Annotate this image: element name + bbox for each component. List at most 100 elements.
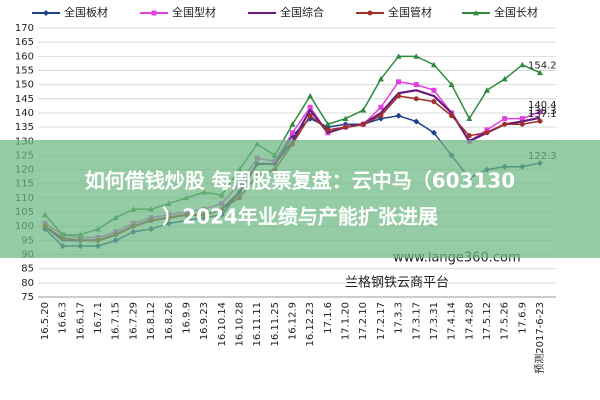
x-tick-label: 16.7.15 (111, 302, 122, 340)
x-tick-label: 预测2017-6-23 (533, 302, 546, 374)
marker (360, 107, 367, 113)
legend-marker (473, 10, 479, 16)
banner-text: ）2024年业绩与产能扩张进展 (162, 205, 438, 229)
marker (378, 113, 384, 119)
marker (342, 115, 349, 122)
marker (537, 118, 543, 124)
marker (484, 130, 490, 136)
y-tick-label: 150 (15, 80, 34, 91)
x-tick-label: 16.10.14 (217, 302, 228, 347)
legend-marker (43, 10, 49, 16)
marker (290, 130, 295, 136)
marker (502, 116, 508, 122)
marker (377, 75, 384, 82)
x-tick-label: 17.4.14 (447, 302, 458, 340)
y-tick-label: 160 (15, 51, 34, 62)
y-tick-label: 155 (15, 65, 34, 76)
marker (307, 92, 314, 99)
x-tick-label: 17.3.31 (429, 302, 440, 340)
marker (395, 53, 402, 59)
x-tick-label: 16.6.17 (75, 302, 86, 340)
legend-label: 全国板材 (64, 5, 108, 19)
data-label: 154.2 (528, 61, 557, 72)
x-tick-label: 16.11.25 (270, 302, 281, 347)
x-tick-label: 16.5.20 (40, 302, 51, 340)
marker (307, 104, 313, 110)
y-tick-label: 140 (15, 108, 34, 119)
x-tick-label: 16.10.28 (234, 302, 245, 347)
x-tick-label: 17.3.3 (394, 302, 405, 334)
marker (519, 121, 525, 127)
legend-label: 全国型材 (172, 5, 216, 19)
y-tick-label: 85 (21, 264, 34, 275)
marker (502, 121, 508, 127)
x-tick-label: 16.7.29 (128, 302, 139, 340)
y-tick-label: 170 (15, 23, 34, 34)
banner (0, 140, 600, 258)
x-tick-label: 17.5.12 (482, 302, 493, 340)
watermark: 兰格钢铁云商平台 (345, 275, 449, 291)
x-tick-label: 16.6.3 (58, 302, 69, 334)
marker (307, 113, 313, 119)
banner-text: 如何借钱炒股 每周股票复盘：云中马（603130 (85, 169, 515, 193)
x-tick-label: 17.6.9 (517, 302, 528, 334)
x-tick-label: 16.9.23 (199, 302, 210, 340)
marker (449, 113, 455, 119)
marker (289, 121, 296, 127)
data-label: 138.3 (528, 106, 557, 117)
marker (484, 127, 490, 133)
marker (466, 133, 472, 139)
x-tick-label: 16.8.12 (146, 302, 157, 340)
marker (537, 109, 543, 115)
marker (466, 115, 473, 122)
x-tick-label: 16.9.9 (181, 302, 192, 334)
x-tick-label: 17.1.6 (323, 302, 334, 334)
x-tick-label: 17.3.17 (411, 302, 422, 340)
data-label: 137.1 (528, 109, 557, 120)
marker (324, 121, 331, 127)
legend-marker (151, 10, 157, 16)
marker (519, 116, 525, 122)
x-tick-label: 17.1.20 (341, 302, 352, 340)
marker (413, 96, 419, 102)
marker (519, 61, 526, 68)
marker (430, 61, 437, 68)
marker (413, 53, 420, 59)
marker (483, 87, 490, 93)
x-tick-label: 16.8.26 (164, 302, 175, 340)
x-tick-label: 17.2.10 (358, 302, 369, 340)
y-tick-label: 135 (15, 122, 34, 133)
marker (431, 87, 437, 93)
marker (396, 93, 402, 99)
legend-label: 全国综合 (280, 5, 324, 19)
y-tick-label: 165 (15, 37, 34, 48)
x-tick-label: 16.12.23 (305, 302, 316, 347)
marker (501, 75, 508, 82)
legend-label: 全国长材 (494, 5, 538, 19)
y-tick-label: 75 (21, 292, 34, 303)
x-tick-label: 17.2.17 (376, 302, 387, 340)
marker (413, 118, 420, 125)
x-tick-label: 16.12.9 (288, 302, 299, 340)
legend-label: 全国管材 (388, 5, 432, 19)
marker (396, 79, 402, 85)
marker (343, 124, 349, 130)
y-tick-label: 145 (15, 94, 34, 105)
marker (430, 129, 437, 136)
data-label: 140.4 (528, 100, 557, 111)
marker (325, 127, 331, 133)
marker (431, 99, 437, 105)
marker (537, 69, 543, 76)
marker (413, 82, 419, 88)
x-tick-label: 16.7.1 (93, 302, 104, 334)
legend-marker (367, 10, 373, 16)
marker (448, 81, 455, 88)
marker (395, 112, 402, 119)
y-tick-label: 80 (21, 278, 34, 289)
x-tick-label: 17.5.26 (500, 302, 511, 340)
marker (378, 104, 384, 110)
x-tick-label: 16.11.11 (252, 302, 263, 347)
marker (360, 121, 366, 127)
x-tick-label: 17.4.28 (464, 302, 475, 340)
